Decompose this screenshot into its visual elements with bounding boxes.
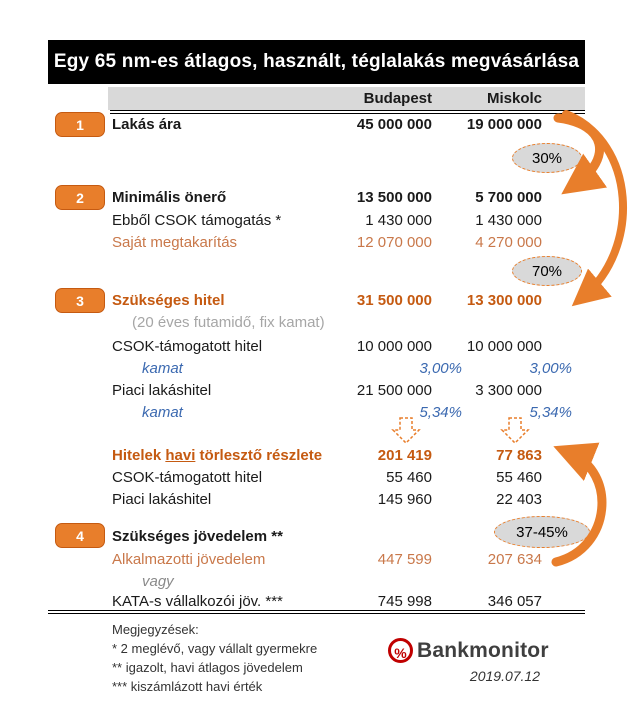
row-sublabel: (20 éves futamidő, fix kamat) <box>132 314 325 331</box>
value-miskolc: 10 000 000 <box>466 338 542 355</box>
logo-name: Bankmonitor <box>417 638 549 662</box>
percent-bubble-70: 70% <box>512 256 582 286</box>
row-label: vagy <box>142 573 174 590</box>
row-label: Piaci lakáshitel <box>112 491 212 508</box>
value-budapest: 3,00% <box>419 360 462 377</box>
value-miskolc: 5,34% <box>529 404 572 421</box>
value-miskolc: 346 057 <box>487 593 542 610</box>
value-budapest: 13 500 000 <box>356 189 432 206</box>
row-kata: KATA-s vállalkozói jöv. *** 745 998 346 … <box>48 591 585 613</box>
note-2: ** igazolt, havi átlagos jövedelem <box>112 660 303 675</box>
row-label: CSOK-támogatott hitel <box>112 338 263 355</box>
header-divider <box>110 110 585 114</box>
row-label: Piaci lakáshitel <box>112 382 212 399</box>
value-budapest: 145 960 <box>377 491 432 508</box>
row-csok-hitel: CSOK-támogatott hitel 10 000 000 10 000 … <box>48 336 585 358</box>
row-label: Szükséges jövedelem ** <box>112 528 283 545</box>
row-label: Szükséges hitel <box>112 292 225 309</box>
row-kamat-piaci: kamat 5,34% 5,34% <box>48 402 585 424</box>
step-badge-3: 3 <box>55 288 105 313</box>
row-label: Saját megtakarítás <box>112 234 238 251</box>
row-lakas-ara: Lakás ára 45 000 000 19 000 000 <box>48 114 585 136</box>
row-szukseges-hitel: Szükséges hitel 31 500 000 13 300 000 <box>48 290 585 312</box>
row-szukseges-jovedelem: Szükséges jövedelem ** <box>48 526 585 548</box>
date-label: 2019.07.12 <box>469 668 540 684</box>
row-label: KATA-s vállalkozói jöv. *** <box>112 593 283 610</box>
value-budapest: 21 500 000 <box>356 382 432 399</box>
page-title: Egy 65 nm-es átlagos, használt, téglalak… <box>48 40 585 84</box>
row-label: Ebből CSOK támogatás * <box>112 212 282 229</box>
value-budapest: 5,34% <box>419 404 462 421</box>
row-label: Hitelek havi törlesztő részlete <box>112 447 323 464</box>
column-header-budapest: Budapest <box>363 90 432 107</box>
row-label: CSOK-támogatott hitel <box>112 469 263 486</box>
row-torleszto: Hitelek havi törlesztő részlete 201 419 … <box>48 445 585 467</box>
column-header-miskolc: Miskolc <box>486 90 542 107</box>
row-piaci-hitel: Piaci lakáshitel 21 500 000 3 300 000 <box>48 380 585 402</box>
row-label: kamat <box>142 360 183 377</box>
notes-block: Megjegyzések: * 2 meglévő, vagy vállalt … <box>112 620 317 696</box>
value-miskolc: 1 430 000 <box>475 212 542 229</box>
value-miskolc: 22 403 <box>496 491 542 508</box>
value-miskolc: 207 634 <box>487 551 542 568</box>
value-miskolc: 3 300 000 <box>475 382 542 399</box>
value-budapest: 31 500 000 <box>356 292 432 309</box>
note-3: *** kiszámlázott havi érték <box>112 679 263 694</box>
column-header-row: Budapest Miskolc <box>48 88 585 110</box>
value-miskolc: 19 000 000 <box>466 116 542 133</box>
step-badge-1: 1 <box>55 112 105 137</box>
bottom-divider <box>48 610 585 614</box>
value-miskolc: 5 700 000 <box>475 189 542 206</box>
row-futamido-note: (20 éves futamidő, fix kamat) <box>48 312 585 334</box>
row-label: Lakás ára <box>112 116 182 133</box>
percent-bubble-37-45: 37-45% <box>494 516 590 548</box>
row-label: Alkalmazotti jövedelem <box>112 551 266 568</box>
row-csok-torleszto: CSOK-támogatott hitel 55 460 55 460 <box>48 467 585 489</box>
value-miskolc: 13 300 000 <box>466 292 542 309</box>
row-kamat-csok: kamat 3,00% 3,00% <box>48 358 585 380</box>
bankmonitor-logo: % Bankmonitor <box>388 638 549 663</box>
row-piaci-torleszto: Piaci lakáshitel 145 960 22 403 <box>48 489 585 511</box>
value-miskolc: 4 270 000 <box>475 234 542 251</box>
notes-heading: Megjegyzések: <box>112 622 199 637</box>
row-alkalmazotti: Alkalmazotti jövedelem 447 599 207 634 <box>48 549 585 571</box>
row-label: Minimális önerő <box>112 189 227 206</box>
percent-circle-icon: % <box>388 638 413 663</box>
value-budapest: 12 070 000 <box>356 234 432 251</box>
value-budapest: 447 599 <box>377 551 432 568</box>
row-minimalis-onero: Minimális önerő 13 500 000 5 700 000 <box>48 187 585 209</box>
value-budapest: 55 460 <box>386 469 432 486</box>
row-sajat-megtakaritas: Saját megtakarítás 12 070 000 4 270 000 <box>48 232 585 254</box>
row-label: kamat <box>142 404 183 421</box>
value-budapest: 10 000 000 <box>356 338 432 355</box>
step-badge-2: 2 <box>55 185 105 210</box>
row-vagy: vagy <box>48 571 585 593</box>
value-budapest: 201 419 <box>377 447 432 464</box>
note-1: * 2 meglévő, vagy vállalt gyermekre <box>112 641 318 656</box>
value-miskolc: 3,00% <box>529 360 572 377</box>
step-badge-4: 4 <box>55 523 105 548</box>
column-header-band <box>108 87 585 110</box>
value-budapest: 1 430 000 <box>365 212 432 229</box>
value-miskolc: 55 460 <box>496 469 542 486</box>
value-budapest: 45 000 000 <box>356 116 432 133</box>
value-budapest: 745 998 <box>377 593 432 610</box>
percent-bubble-30: 30% <box>512 143 582 173</box>
row-csok-tamogatas: Ebből CSOK támogatás * 1 430 000 1 430 0… <box>48 210 585 232</box>
value-miskolc: 77 863 <box>496 447 542 464</box>
